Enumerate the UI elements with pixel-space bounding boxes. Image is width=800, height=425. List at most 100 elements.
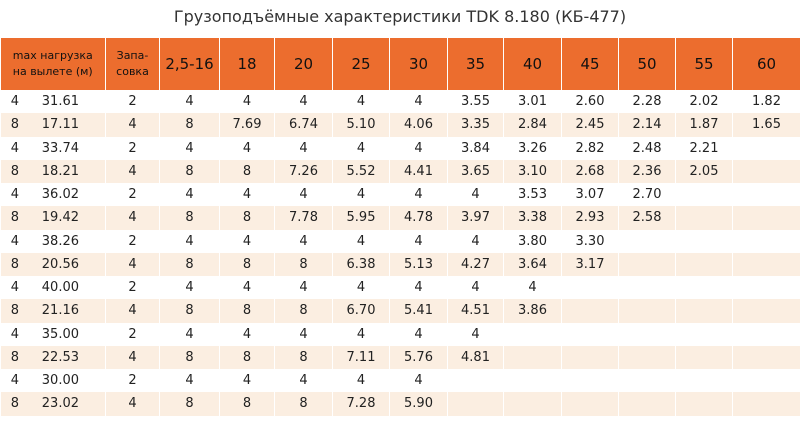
header-reeving-line1: Запа- [116, 49, 149, 62]
capacity-cell: 3.64 [503, 252, 562, 276]
reeving-cell: 2 [105, 276, 160, 300]
capacity-cell: 4 [159, 229, 220, 253]
table-row: 8 18.21 4 8 8 7.26 5.52 4.41 3.65 3.10 2.68 2.36 2.0… [0, 159, 800, 183]
capacity-cell: 3.30 [561, 229, 619, 253]
capacity-cell: 4 [274, 229, 333, 253]
reeving-cell: 4 [105, 159, 160, 183]
capacity-cell: 4 [159, 322, 220, 346]
capacity-cell: 4.81 [447, 345, 504, 369]
capacity-cell: 4 [219, 322, 275, 346]
capacity-cell: 8 [274, 345, 333, 369]
capacity-cell: 5.41 [389, 299, 448, 323]
table-row: 4 30.00 2 4 4 4 4 4 [0, 369, 800, 393]
reeving-cell: 2 [105, 369, 160, 393]
capacity-cell: 4.78 [389, 206, 448, 230]
load-value: 38.26 [41, 233, 79, 249]
capacity-cell [732, 392, 800, 416]
capacity-cell: 4 [159, 90, 220, 114]
capacity-cell: 1.82 [732, 90, 800, 114]
capacity-cell: 4 [447, 276, 504, 300]
capacity-cell: 3.01 [503, 90, 562, 114]
capacity-cell [732, 136, 800, 160]
reeving-cell: 4 [105, 392, 160, 416]
max-load-cell: 8 22.53 [0, 345, 106, 369]
header-max-load: max нагрузка на вылете (м) [0, 38, 106, 90]
capacity-cell: 3.38 [503, 206, 562, 230]
capacity-cell: 3.17 [561, 252, 619, 276]
capacity-cell: 4 [219, 183, 275, 207]
capacity-cell [732, 229, 800, 253]
load-multiplier: 8 [10, 349, 19, 365]
header-reeving: Запа- совка [105, 38, 160, 90]
max-load-cell: 8 21.16 [0, 299, 106, 323]
capacity-cell [732, 252, 800, 276]
table-row: 4 31.61 2 4 4 4 4 4 3.55 3.01 2.60 2.28 2.02 1.82 [0, 90, 800, 114]
capacity-cell: 4 [219, 369, 275, 393]
capacity-cell: 7.26 [274, 159, 333, 183]
capacity-cell [675, 322, 733, 346]
capacity-cell: 5.13 [389, 252, 448, 276]
max-load-cell: 4 40.00 [0, 276, 106, 300]
reeving-cell: 4 [105, 252, 160, 276]
max-load-cell: 8 19.42 [0, 206, 106, 230]
load-value: 31.61 [41, 94, 79, 110]
capacity-cell: 1.87 [675, 113, 733, 137]
header-distance: 50 [618, 38, 676, 90]
capacity-cell [618, 252, 676, 276]
capacity-cell [561, 276, 619, 300]
capacity-cell: 4 [332, 90, 390, 114]
capacity-cell: 3.55 [447, 90, 504, 114]
capacity-cell: 4.27 [447, 252, 504, 276]
capacity-cell [618, 299, 676, 323]
capacity-cell: 3.65 [447, 159, 504, 183]
load-value: 40.00 [41, 280, 79, 296]
capacity-cell [618, 345, 676, 369]
capacity-cell [675, 299, 733, 323]
capacity-cell: 2.45 [561, 113, 619, 137]
capacity-cell: 4 [332, 369, 390, 393]
header-reeving-line2: совка [116, 65, 149, 78]
capacity-cell: 4.06 [389, 113, 448, 137]
capacity-cell: 8 [274, 392, 333, 416]
capacity-cell [618, 276, 676, 300]
table-row: 8 22.53 4 8 8 8 7.11 5.76 4.81 [0, 345, 800, 369]
capacity-cell: 2.93 [561, 206, 619, 230]
load-value: 33.74 [41, 140, 79, 156]
reeving-cell: 2 [105, 136, 160, 160]
header-distance: 18 [219, 38, 275, 90]
capacity-cell [675, 369, 733, 393]
capacity-cell: 8 [219, 392, 275, 416]
capacity-cell: 4 [332, 276, 390, 300]
header-distance: 30 [389, 38, 448, 90]
load-multiplier: 4 [10, 280, 19, 296]
capacity-cell: 4 [274, 369, 333, 393]
capacity-cell: 4 [389, 229, 448, 253]
capacity-cell: 4 [219, 90, 275, 114]
capacity-cell: 4 [159, 276, 220, 300]
reeving-cell: 4 [105, 345, 160, 369]
reeving-cell: 4 [105, 299, 160, 323]
capacity-cell [561, 369, 619, 393]
capacity-cell: 8 [159, 345, 220, 369]
max-load-cell: 4 31.61 [0, 90, 106, 114]
reeving-cell: 2 [105, 183, 160, 207]
capacity-cell [503, 322, 562, 346]
capacity-cell [675, 345, 733, 369]
max-load-cell: 4 36.02 [0, 183, 106, 207]
capacity-cell: 4 [332, 183, 390, 207]
load-value: 22.53 [41, 349, 79, 365]
header-distance: 60 [732, 38, 800, 90]
capacity-cell: 6.74 [274, 113, 333, 137]
capacity-cell: 4 [274, 90, 333, 114]
load-value: 30.00 [41, 373, 79, 389]
capacity-cell: 3.07 [561, 183, 619, 207]
capacity-cell [675, 252, 733, 276]
load-multiplier: 8 [10, 117, 19, 133]
capacity-cell: 4 [219, 276, 275, 300]
load-value: 35.00 [41, 326, 79, 342]
max-load-cell: 8 18.21 [0, 159, 106, 183]
max-load-cell: 4 33.74 [0, 136, 106, 160]
load-multiplier: 4 [10, 233, 19, 249]
max-load-cell: 4 30.00 [0, 369, 106, 393]
capacity-cell: 7.78 [274, 206, 333, 230]
